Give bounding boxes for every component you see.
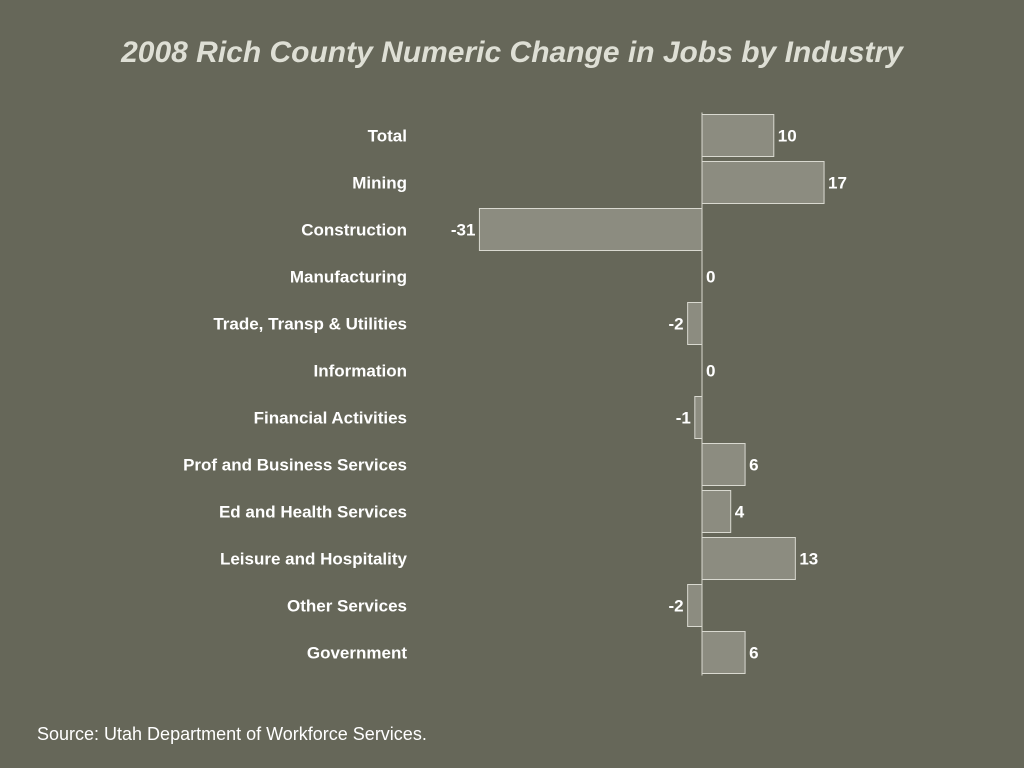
data-label: 17 [828,174,847,193]
category-label: Ed and Health Services [219,503,407,522]
data-label: 13 [799,550,818,569]
bar [478,208,703,251]
bar [701,490,732,533]
bar [687,584,703,627]
data-label: 6 [749,456,758,475]
bar [701,631,746,674]
data-label: -1 [676,409,691,428]
data-label: 6 [749,644,758,663]
category-label: Mining [352,174,407,193]
data-label: 0 [706,362,715,381]
chart-title: 2008 Rich County Numeric Change in Jobs … [121,36,903,69]
bar [687,302,703,345]
data-label: 10 [778,127,797,146]
category-label: Total [368,127,407,146]
data-label: 4 [735,503,745,522]
bar [701,537,796,580]
category-label: Manufacturing [290,268,407,287]
data-label: -2 [669,597,684,616]
category-label: Financial Activities [254,409,407,428]
bar [694,396,703,439]
bar [701,161,825,204]
category-label: Other Services [287,597,407,616]
category-label: Leisure and Hospitality [220,550,408,569]
category-label: Trade, Transp & Utilities [213,315,407,334]
bar [701,114,775,157]
category-label: Government [307,644,407,663]
data-label: -31 [451,221,476,240]
category-label: Construction [301,221,407,240]
data-label: 0 [706,268,715,287]
bar [701,443,746,486]
category-label: Information [314,362,408,381]
category-label: Prof and Business Services [183,456,407,475]
source-note: Source: Utah Department of Workforce Ser… [37,724,427,744]
data-label: -2 [669,315,684,334]
